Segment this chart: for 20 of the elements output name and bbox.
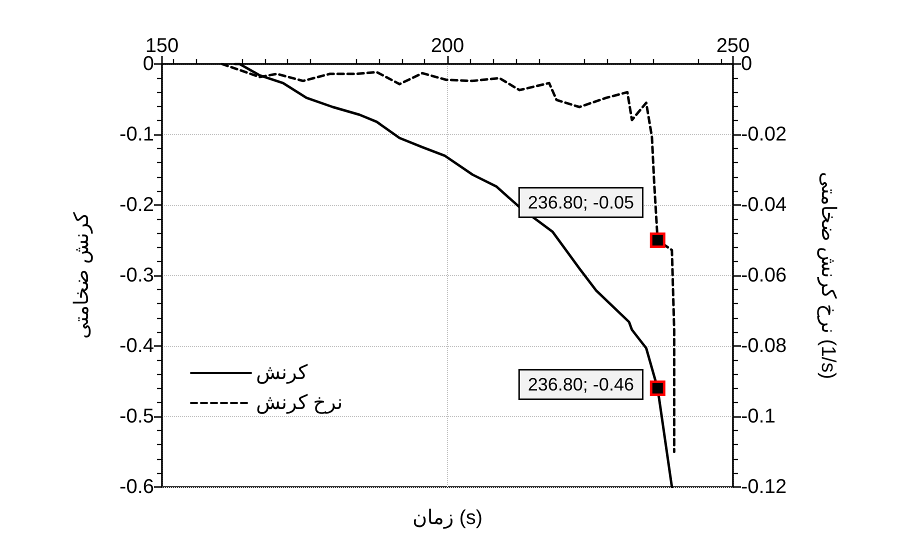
y2-tick-label: -0.06 xyxy=(741,264,787,286)
annotation: 236.80; -0.05 xyxy=(528,192,634,212)
y2-tick-label: -0.1 xyxy=(741,406,776,428)
y2-tick-label: -0.04 xyxy=(741,194,787,216)
y-tick-label: -0.1 xyxy=(120,124,154,146)
legend-label: کرنش xyxy=(256,362,308,384)
y2-tick-label: -0.12 xyxy=(741,476,787,498)
y-axis-title: کرنش ضخامتی xyxy=(71,212,93,339)
y-tick-label: -0.2 xyxy=(120,194,154,216)
y2-axis-title: نرخ کرنش ضخامتی (1/s) xyxy=(817,172,839,380)
y-tick-label: -0.6 xyxy=(120,476,154,498)
y-tick-label: -0.4 xyxy=(120,335,154,357)
x-tick-label: 200 xyxy=(430,35,464,57)
y2-tick-label: -0.08 xyxy=(741,335,787,357)
y-tick-label: -0.5 xyxy=(120,406,154,428)
y2-tick-label: -0.02 xyxy=(741,124,787,146)
y-tick-label: -0.3 xyxy=(120,264,154,286)
annotation: 236.80; -0.46 xyxy=(528,374,634,395)
legend-label: نرخ کرنش xyxy=(256,392,343,414)
x-axis-title: زمان (s) xyxy=(412,507,483,529)
